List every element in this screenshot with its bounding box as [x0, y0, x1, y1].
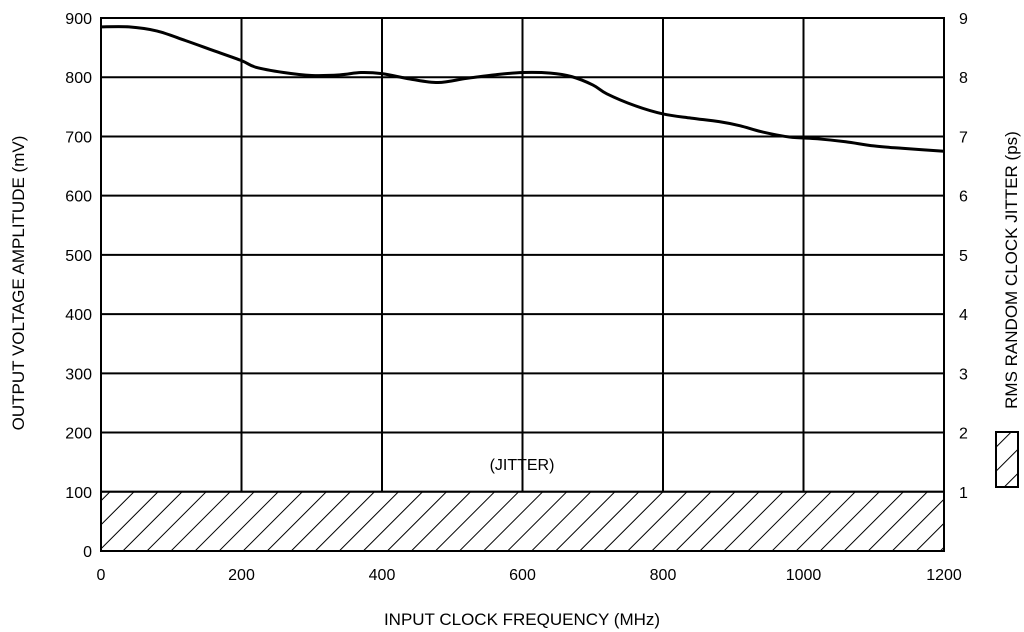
- x-tick-label: 0: [97, 567, 106, 584]
- series-line-amplitude: [100, 25, 945, 153]
- x-tick-label: 600: [509, 567, 536, 584]
- annotation-jitter: (JITTER): [490, 457, 555, 474]
- y2-tick-label: 1: [959, 485, 968, 502]
- jitter-area: [100, 490, 945, 552]
- y2-tick-label: 6: [959, 189, 968, 206]
- series: [100, 25, 945, 153]
- y-tick-label: 900: [65, 11, 92, 28]
- tick-labels: 0 200 400 600 800 1000 1200 0 100 200 300 400 500 600…: [65, 11, 968, 584]
- y2-tick-label: 4: [959, 307, 968, 324]
- jitter-band: [100, 490, 945, 552]
- y-axis-title: OUTPUT VOLTAGE AMPLITUDE (mV): [9, 136, 28, 431]
- y-tick-label: 300: [65, 366, 92, 383]
- y2-tick-label: 9: [959, 11, 968, 28]
- y-tick-label: 400: [65, 307, 92, 324]
- y2-tick-label: 7: [959, 129, 968, 146]
- y-tick-label: 200: [65, 426, 92, 443]
- y2-tick-label: 8: [959, 70, 968, 87]
- x-tick-label: 1200: [926, 567, 962, 584]
- y-tick-label: 800: [65, 70, 92, 87]
- x-tick-label: 1000: [786, 567, 822, 584]
- x-tick-label: 400: [369, 567, 396, 584]
- y-tick-label: 700: [65, 129, 92, 146]
- jitter-legend-swatch: [995, 431, 1019, 488]
- y-tick-label: 100: [65, 485, 92, 502]
- y-tick-label: 600: [65, 189, 92, 206]
- y2-tick-label: 3: [959, 366, 968, 383]
- x-axis-title: INPUT CLOCK FREQUENCY (MHz): [384, 610, 660, 629]
- plot-frame: [100, 17, 945, 552]
- y-tick-label: 0: [83, 544, 92, 561]
- y2-tick-label: 2: [959, 426, 968, 443]
- y-tick-label: 500: [65, 248, 92, 265]
- y2-axis-title: RMS RANDOM CLOCK JITTER (ps): [1002, 131, 1021, 409]
- y2-tick-label: 5: [959, 248, 968, 265]
- x-tick-label: 200: [228, 567, 255, 584]
- x-tick-label: 800: [650, 567, 677, 584]
